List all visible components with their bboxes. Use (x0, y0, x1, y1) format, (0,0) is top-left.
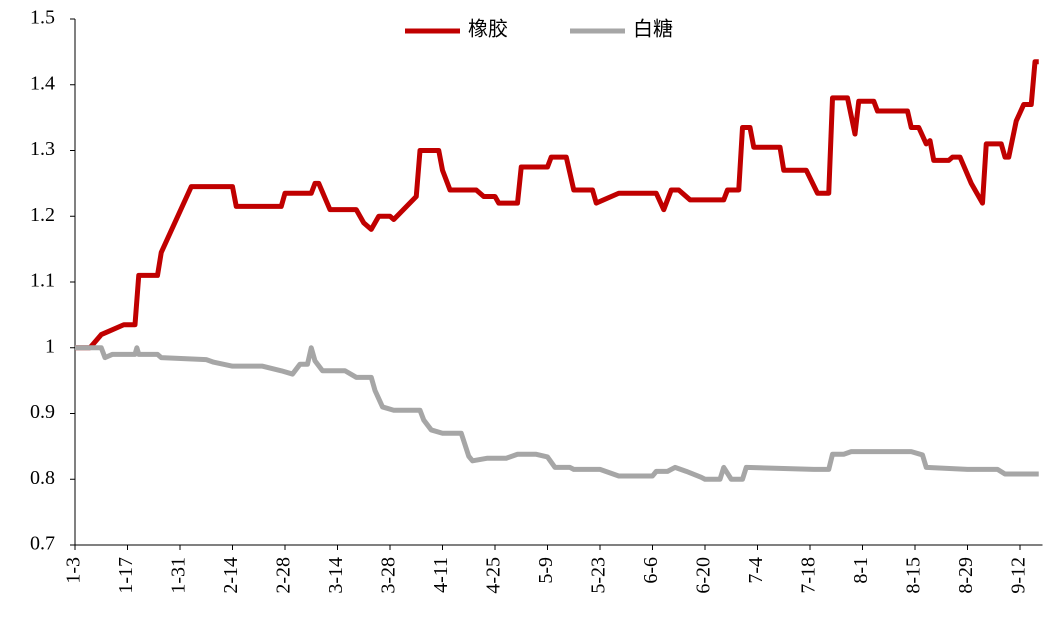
x-tick-label: 2-28 (273, 557, 295, 594)
x-tick-label: 7-4 (745, 557, 767, 584)
line-series (75, 59, 1039, 351)
y-tick-label: 0.9 (30, 401, 55, 423)
x-tick-label: 6-6 (640, 557, 662, 584)
x-tick-label: 8-29 (955, 557, 977, 594)
x-tick-label: 8-15 (903, 557, 925, 594)
y-tick-label: 1.1 (30, 270, 55, 292)
y-tick-label: 0.8 (30, 467, 55, 489)
x-tick-label: 4-11 (430, 557, 452, 593)
x-tick-label: 6-20 (693, 557, 715, 594)
y-tick-label: 1.4 (30, 72, 55, 94)
x-tick-label: 1-3 (63, 557, 85, 584)
x-tick-label: 1-17 (115, 557, 137, 594)
x-tick-label: 5-9 (535, 557, 557, 584)
y-tick-label: 1.5 (30, 7, 55, 29)
x-tick-label: 7-18 (798, 557, 820, 594)
y-tick-label: 1.2 (30, 204, 55, 226)
legend-label: 橡胶 (468, 18, 508, 41)
y-tick-label: 1 (45, 335, 55, 357)
x-tick-label: 9-12 (1008, 557, 1030, 594)
y-tick-label: 1.3 (30, 138, 55, 160)
x-tick-label: 5-23 (588, 557, 610, 594)
line-series (75, 345, 1039, 482)
x-tick-label: 1-31 (168, 557, 190, 594)
legend-label: 白糖 (633, 18, 673, 41)
x-tick-label: 2-14 (220, 557, 242, 594)
x-tick-label: 3-14 (325, 557, 347, 594)
y-tick-label: 0.7 (30, 533, 55, 555)
x-tick-label: 3-28 (378, 557, 400, 594)
x-tick-label: 8-1 (850, 557, 872, 584)
x-tick-label: 4-25 (483, 557, 505, 594)
